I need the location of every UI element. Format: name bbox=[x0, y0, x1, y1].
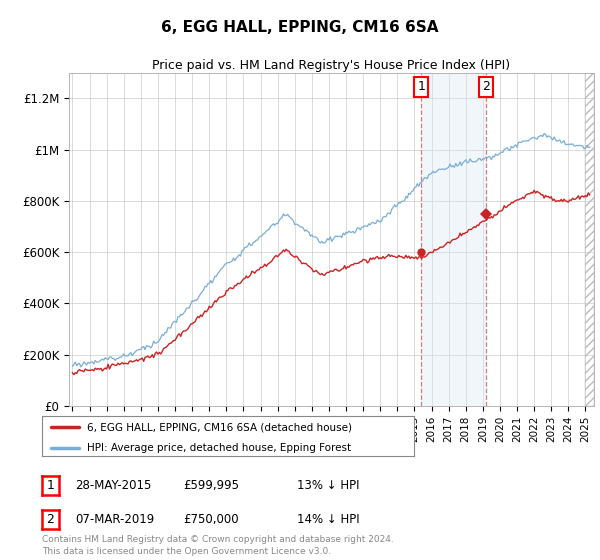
Text: 13% ↓ HPI: 13% ↓ HPI bbox=[297, 479, 359, 492]
Text: 1: 1 bbox=[46, 479, 55, 492]
Text: 2: 2 bbox=[482, 81, 490, 94]
Text: £750,000: £750,000 bbox=[183, 512, 239, 526]
Text: 14% ↓ HPI: 14% ↓ HPI bbox=[297, 512, 359, 526]
Bar bbox=[421, 73, 486, 406]
Text: 6, EGG HALL, EPPING, CM16 6SA (detached house): 6, EGG HALL, EPPING, CM16 6SA (detached … bbox=[86, 422, 352, 432]
Text: 1: 1 bbox=[418, 81, 425, 94]
Text: 2: 2 bbox=[46, 512, 55, 526]
Text: 6, EGG HALL, EPPING, CM16 6SA: 6, EGG HALL, EPPING, CM16 6SA bbox=[161, 20, 439, 35]
Text: £599,995: £599,995 bbox=[183, 479, 239, 492]
Title: Price paid vs. HM Land Registry's House Price Index (HPI): Price paid vs. HM Land Registry's House … bbox=[152, 59, 511, 72]
Text: 28-MAY-2015: 28-MAY-2015 bbox=[75, 479, 151, 492]
Text: 07-MAR-2019: 07-MAR-2019 bbox=[75, 512, 154, 526]
Text: Contains HM Land Registry data © Crown copyright and database right 2024.
This d: Contains HM Land Registry data © Crown c… bbox=[42, 535, 394, 556]
Text: HPI: Average price, detached house, Epping Forest: HPI: Average price, detached house, Eppi… bbox=[86, 442, 351, 452]
